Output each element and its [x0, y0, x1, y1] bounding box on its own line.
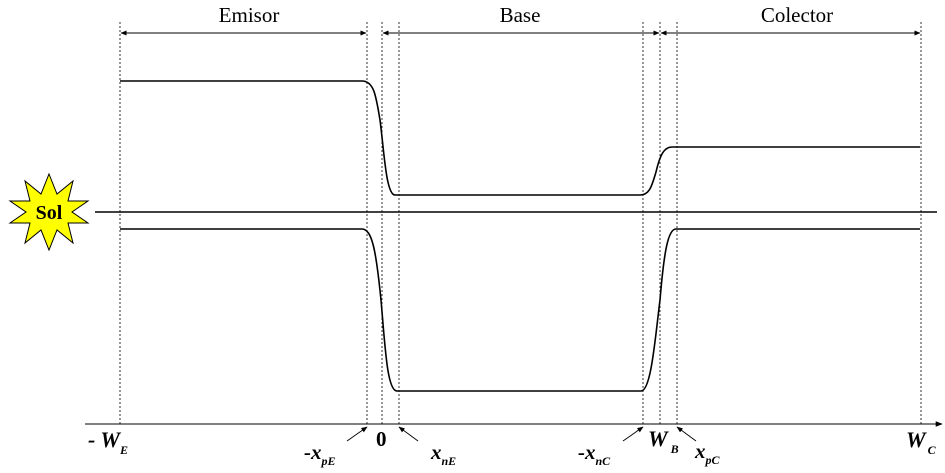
region-label-base: Base [500, 3, 541, 27]
tick-label-wc-main: W [906, 427, 927, 452]
tick-label-minus-xnc-main: -x [578, 440, 596, 464]
pointer-xne [398, 426, 419, 442]
tick-label-minus-we-main: - W [88, 427, 121, 452]
tick-label-wb-main: W [648, 426, 669, 451]
tick-label-minus-xnc: -xnC [578, 440, 611, 468]
tick-label-minus-xpe: -xpE [304, 440, 336, 468]
tick-label-zero-main: 0 [376, 427, 387, 451]
guide-lines [119, 22, 922, 424]
pointer-arrows [346, 426, 697, 442]
tick-label-wb-sub: B [670, 442, 679, 456]
sun-label: Sol [36, 202, 63, 224]
tick-label-minus-we: - WE [88, 427, 128, 457]
pointer-xpc [676, 426, 697, 442]
region-label-collector: Colector [761, 3, 833, 27]
tick-label-minus-we-sub: E [119, 443, 128, 457]
conduction-band [120, 80, 920, 196]
tick-label-xne-sub: nE [442, 454, 457, 468]
tick-label-minus-xnc-sub: nC [596, 454, 612, 468]
tick-label-xpc: xpC [694, 439, 721, 467]
tick-label-wc-sub: C [928, 443, 937, 457]
pointer-minus-xpe [346, 426, 368, 442]
tick-label-xpc-sub: pC [705, 453, 721, 467]
valence-band [120, 228, 920, 392]
tick-label-xne-main: x [430, 440, 442, 464]
tick-label-minus-xpe-sub: pE [321, 454, 336, 468]
sun-icon: Sol [8, 172, 90, 252]
tick-label-xpc-main: x [694, 439, 706, 463]
pointer-minus-xnc [622, 426, 644, 442]
tick-label-zero: 0 [376, 427, 387, 451]
tick-label-xne: xnE [430, 440, 456, 468]
tick-label-minus-xpe-main: -x [304, 440, 322, 464]
sun-starburst [8, 172, 90, 252]
region-label-emitter: Emisor [219, 3, 280, 27]
